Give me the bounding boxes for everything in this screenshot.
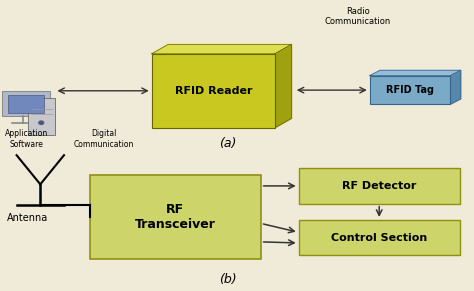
Circle shape <box>39 121 44 125</box>
FancyBboxPatch shape <box>370 76 450 104</box>
Text: Application
Software: Application Software <box>4 129 48 149</box>
Text: RF
Transceiver: RF Transceiver <box>135 203 216 231</box>
FancyBboxPatch shape <box>299 220 460 255</box>
Text: RFID Tag: RFID Tag <box>386 85 434 95</box>
Text: RF Detector: RF Detector <box>342 181 416 191</box>
Polygon shape <box>450 70 461 104</box>
Text: Digital
Communication: Digital Communication <box>74 129 135 149</box>
FancyBboxPatch shape <box>28 97 55 134</box>
Text: Antenna: Antenna <box>7 213 48 223</box>
FancyBboxPatch shape <box>299 168 460 204</box>
FancyBboxPatch shape <box>2 91 50 116</box>
FancyBboxPatch shape <box>90 175 261 259</box>
Polygon shape <box>370 70 461 76</box>
Text: Control Section: Control Section <box>331 233 428 243</box>
Text: (b): (b) <box>219 273 237 286</box>
FancyBboxPatch shape <box>8 95 44 113</box>
Text: RFID Reader: RFID Reader <box>174 86 252 96</box>
Text: Radio
Communication: Radio Communication <box>325 7 391 26</box>
Text: (a): (a) <box>219 137 236 150</box>
Polygon shape <box>152 45 292 54</box>
Polygon shape <box>275 45 292 128</box>
FancyBboxPatch shape <box>152 54 275 128</box>
